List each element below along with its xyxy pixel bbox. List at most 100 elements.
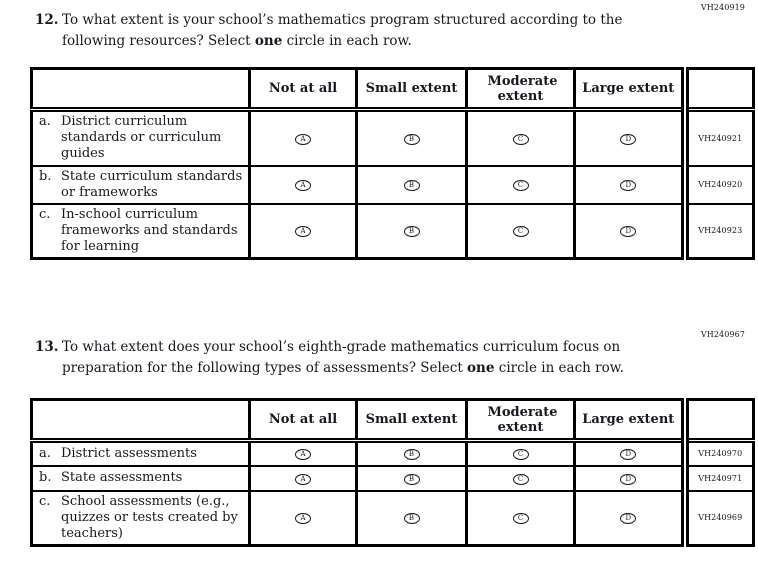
option-cell: D: [573, 164, 686, 205]
table-header-row: Not at all Small extent Moderate extent …: [30, 67, 755, 112]
question-13-line2-pre: preparation for the following types of a…: [62, 360, 468, 376]
row-code: VH240970: [680, 439, 755, 467]
row-code: VH240969: [680, 489, 755, 546]
response-bubble-b[interactable]: B: [403, 226, 420, 237]
response-bubble-b[interactable]: B: [403, 513, 420, 524]
question-12-table: Not at all Small extent Moderate extent …: [30, 67, 755, 260]
row-code: VH240923: [680, 202, 755, 259]
row-label-cell: a. District assessments: [30, 439, 251, 467]
option-cell: C: [465, 202, 576, 259]
option-cell: D: [573, 108, 686, 167]
question-12-text: To what extent is your school’s mathemat…: [62, 10, 707, 52]
option-cell: C: [465, 464, 576, 492]
bubble-letter: B: [408, 514, 415, 522]
option-cell: D: [573, 202, 686, 259]
question-13-table: Not at all Small extent Moderate extent …: [30, 398, 755, 547]
bubble-letter: B: [408, 474, 415, 483]
row-letter: c.: [39, 206, 51, 222]
response-bubble-b[interactable]: B: [403, 180, 420, 191]
table-header-row: Not at all Small extent Moderate extent …: [30, 398, 755, 443]
response-bubble-b[interactable]: B: [403, 473, 420, 485]
bubble-letter: C: [517, 450, 524, 459]
code-column-header: [680, 67, 755, 112]
option-cell: B: [355, 202, 468, 259]
col-header-not-at-all: Not at all: [248, 67, 358, 112]
question-13-line2-post: circle in each row.: [494, 360, 624, 376]
col-header-moderate-extent: Moderate extent: [465, 398, 576, 443]
bubble-letter: A: [300, 227, 306, 235]
response-bubble-d[interactable]: D: [620, 180, 637, 191]
bubble-letter: C: [517, 474, 524, 483]
question-12-bold-word: one: [254, 33, 283, 49]
option-cell: C: [465, 164, 576, 205]
response-bubble-b[interactable]: B: [403, 133, 420, 145]
response-bubble-a[interactable]: A: [295, 449, 311, 461]
question-13-bold-word: one: [467, 360, 495, 376]
option-cell: B: [355, 464, 468, 492]
response-bubble-a[interactable]: A: [295, 180, 311, 191]
col-header-large-extent: Large extent: [573, 398, 686, 443]
option-cell: D: [573, 489, 686, 546]
row-code: VH240921: [680, 108, 755, 167]
table-row: b. State assessments A B C D VH240971: [30, 464, 755, 492]
row-label: State curriculum standards or frameworks: [61, 168, 243, 200]
row-label-cell: c. School assessments (e.g., quizzes or …: [30, 489, 251, 546]
bubble-letter: D: [625, 450, 632, 459]
question-13-number: 13.: [35, 339, 59, 355]
option-cell: B: [355, 164, 468, 205]
row-letter: a.: [39, 114, 51, 130]
row-label-cell: b. State curriculum standards or framewo…: [30, 164, 251, 205]
row-label: District curriculum standards or curricu…: [61, 114, 222, 162]
option-cell: B: [355, 489, 468, 546]
question-12-line2-post: circle in each row.: [282, 33, 412, 49]
response-bubble-c[interactable]: C: [512, 133, 529, 145]
bubble-letter: B: [408, 134, 415, 143]
response-bubble-a[interactable]: A: [295, 513, 311, 524]
row-letter: b.: [39, 168, 52, 184]
response-bubble-a[interactable]: A: [295, 226, 311, 237]
option-cell: A: [248, 108, 358, 167]
col-header-large-extent: Large extent: [573, 67, 686, 112]
option-cell: B: [355, 439, 468, 467]
table-row: b. State curriculum standards or framewo…: [30, 164, 755, 205]
response-bubble-d[interactable]: D: [620, 449, 637, 461]
row-label: District assessments: [61, 445, 197, 461]
option-cell: A: [248, 489, 358, 546]
response-bubble-c[interactable]: C: [512, 449, 529, 461]
question-13-line1: To what extent does your school’s eighth…: [62, 339, 621, 355]
option-cell: A: [248, 202, 358, 259]
table-row: a. District assessments A B C D VH240970: [30, 439, 755, 467]
col-header-small-extent: Small extent: [355, 398, 468, 443]
response-bubble-a[interactable]: A: [295, 133, 311, 145]
row-letter: c.: [39, 493, 51, 509]
bubble-letter: D: [625, 134, 632, 143]
bubble-letter: A: [300, 474, 306, 483]
row-label: In-school curriculum frameworks and stan…: [61, 206, 238, 254]
response-bubble-d[interactable]: D: [620, 133, 637, 145]
option-cell: A: [248, 439, 358, 467]
response-bubble-d[interactable]: D: [620, 513, 637, 524]
bubble-letter: C: [517, 514, 524, 522]
option-cell: C: [465, 489, 576, 546]
question-12-line2-pre: following resources? Select: [62, 33, 255, 49]
option-cell: D: [573, 439, 686, 467]
bubble-letter: A: [300, 181, 306, 189]
bubble-letter: C: [517, 227, 524, 235]
response-bubble-c[interactable]: C: [512, 226, 529, 237]
question-12-line1: To what extent is your school’s mathemat…: [62, 12, 623, 28]
table-row: c. In-school curriculum frameworks and s…: [30, 202, 755, 259]
option-cell: C: [465, 439, 576, 467]
response-bubble-d[interactable]: D: [620, 226, 637, 237]
response-bubble-a[interactable]: A: [295, 473, 311, 485]
option-cell: A: [248, 464, 358, 492]
response-bubble-c[interactable]: C: [512, 180, 529, 191]
row-label: School assessments (e.g., quizzes or tes…: [61, 493, 238, 541]
option-cell: C: [465, 108, 576, 167]
response-bubble-c[interactable]: C: [512, 473, 529, 485]
response-bubble-d[interactable]: D: [620, 473, 637, 485]
bubble-letter: B: [408, 450, 415, 459]
option-cell: B: [355, 108, 468, 167]
response-bubble-c[interactable]: C: [512, 513, 529, 524]
option-cell: D: [573, 464, 686, 492]
response-bubble-b[interactable]: B: [403, 449, 420, 461]
